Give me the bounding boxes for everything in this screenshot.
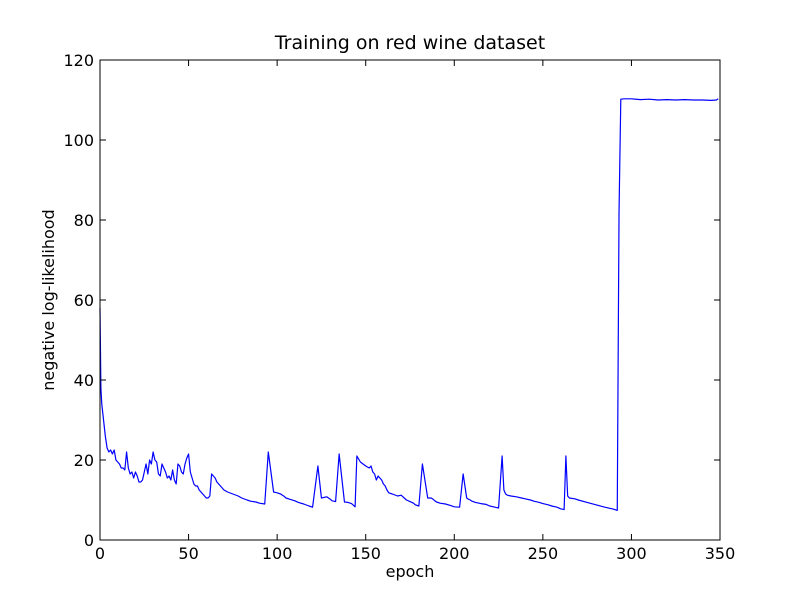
y-tick-label: 0: [84, 531, 94, 550]
plot-frame: [99, 59, 721, 541]
y-tick-label: 60: [74, 291, 94, 310]
y-tick-label: 100: [63, 131, 94, 150]
x-tick-label: 300: [616, 544, 647, 563]
x-tick-label: 50: [178, 544, 198, 563]
x-axis-label: epoch: [386, 562, 435, 581]
y-tick-label: 40: [74, 371, 94, 390]
x-tick-label: 350: [705, 544, 736, 563]
x-axis: 0 50 100 150 200 250 300 350: [95, 60, 735, 563]
x-tick-label: 150: [350, 544, 381, 563]
x-tick-label: 0: [95, 544, 105, 563]
y-axis: 0 20 40 60 80 100 120: [63, 51, 720, 550]
x-tick-label: 100: [262, 544, 293, 563]
y-tick-label: 80: [74, 211, 94, 230]
series-line-0: [99, 98, 719, 511]
y-tick-label: 20: [74, 451, 94, 470]
y-tick-label: 120: [63, 51, 94, 70]
y-axis-label: negative log-likelihood: [39, 209, 58, 390]
chart-title: Training on red wine dataset: [274, 32, 545, 54]
x-tick-label: 200: [439, 544, 470, 563]
plot-area: [99, 98, 719, 511]
x-tick-label: 250: [528, 544, 559, 563]
